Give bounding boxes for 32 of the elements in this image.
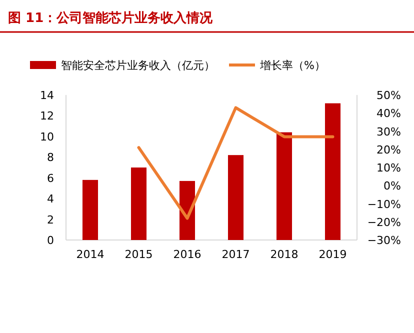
y2-tick-label: −20% — [367, 216, 401, 229]
y2-tick-label: 40% — [376, 107, 401, 120]
legend-label: 智能安全芯片业务收入（亿元） — [61, 59, 215, 72]
bar — [228, 155, 244, 240]
y-tick-label: 8 — [47, 151, 54, 164]
y-tick-label: 14 — [40, 89, 54, 102]
x-tick-label: 2014 — [76, 248, 104, 261]
y-tick-label: 6 — [47, 172, 54, 185]
y2-tick-label: 30% — [376, 125, 401, 138]
bar — [82, 180, 98, 240]
y-tick-label: 12 — [40, 110, 54, 123]
bar — [276, 132, 292, 240]
line-series — [137, 106, 334, 220]
y-tick-label: 4 — [47, 192, 54, 206]
y2-tick-label: 10% — [376, 162, 401, 174]
y2-tick-label: −30% — [367, 234, 401, 247]
y2-tick-label: 20% — [376, 143, 401, 156]
x-tick-label: 2017 — [222, 248, 250, 261]
x-tick-label: 2018 — [270, 248, 298, 261]
bar — [130, 168, 147, 240]
y-tick-label: 2 — [47, 213, 54, 226]
y-tick-label: 0 — [47, 234, 54, 247]
chart-title: 图 11：公司智能芯片业务收入情况 — [8, 10, 214, 26]
y2-tick-label: 50% — [376, 89, 401, 102]
y-tick-label: 10 — [40, 130, 54, 144]
bar — [324, 103, 341, 240]
x-tick-label: 2019 — [318, 248, 347, 261]
y2-tick-label: 0% — [384, 180, 401, 193]
legend-label: 增长率（%） — [259, 59, 326, 72]
y2-tick-label: −10% — [367, 198, 401, 211]
x-tick-label: 2015 — [124, 248, 153, 261]
x-tick-label: 2016 — [173, 248, 202, 261]
